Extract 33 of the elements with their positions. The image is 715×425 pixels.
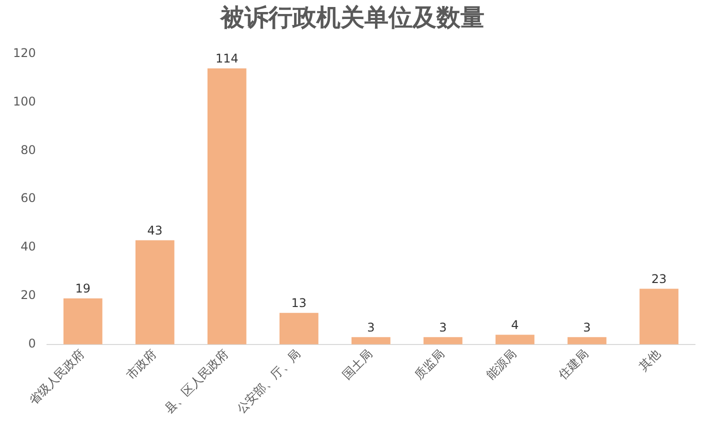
x-tick-label: 国土局 xyxy=(340,346,376,382)
chart-title: 被诉行政机关单位及数量 xyxy=(220,4,484,32)
x-tick-label: 能源局 xyxy=(484,346,520,382)
y-tick-label: 80 xyxy=(20,142,36,157)
x-tick-label: 市政府 xyxy=(124,346,160,382)
data-label: 3 xyxy=(583,320,591,334)
bar xyxy=(640,288,678,344)
x-tick-label: 其他 xyxy=(636,346,664,374)
bar xyxy=(496,334,534,344)
x-tick-label: 公安部、厅、局 xyxy=(234,346,304,416)
data-label: 19 xyxy=(75,282,91,296)
x-tick-label: 质监局 xyxy=(412,346,448,382)
data-label: 13 xyxy=(291,296,307,310)
x-tick-label: 住建局 xyxy=(555,346,592,384)
data-label: 23 xyxy=(651,272,667,286)
y-tick-label: 40 xyxy=(20,240,36,254)
data-label: 4 xyxy=(511,318,519,332)
bar xyxy=(135,240,174,344)
y-tick-label: 60 xyxy=(20,191,36,206)
y-tick-label: 100 xyxy=(13,94,36,108)
bar xyxy=(207,68,246,344)
bar xyxy=(424,337,462,344)
data-label: 114 xyxy=(215,51,238,66)
data-label: 43 xyxy=(147,223,163,238)
data-label: 3 xyxy=(367,320,375,334)
bar xyxy=(63,298,102,344)
x-tick-label: 县、区人民政府 xyxy=(162,346,232,416)
bar xyxy=(568,337,606,344)
data-label: 3 xyxy=(439,320,447,334)
bar xyxy=(280,312,318,344)
y-tick-label: 120 xyxy=(13,46,36,60)
bar xyxy=(352,337,390,344)
y-tick-label: 20 xyxy=(20,288,36,302)
